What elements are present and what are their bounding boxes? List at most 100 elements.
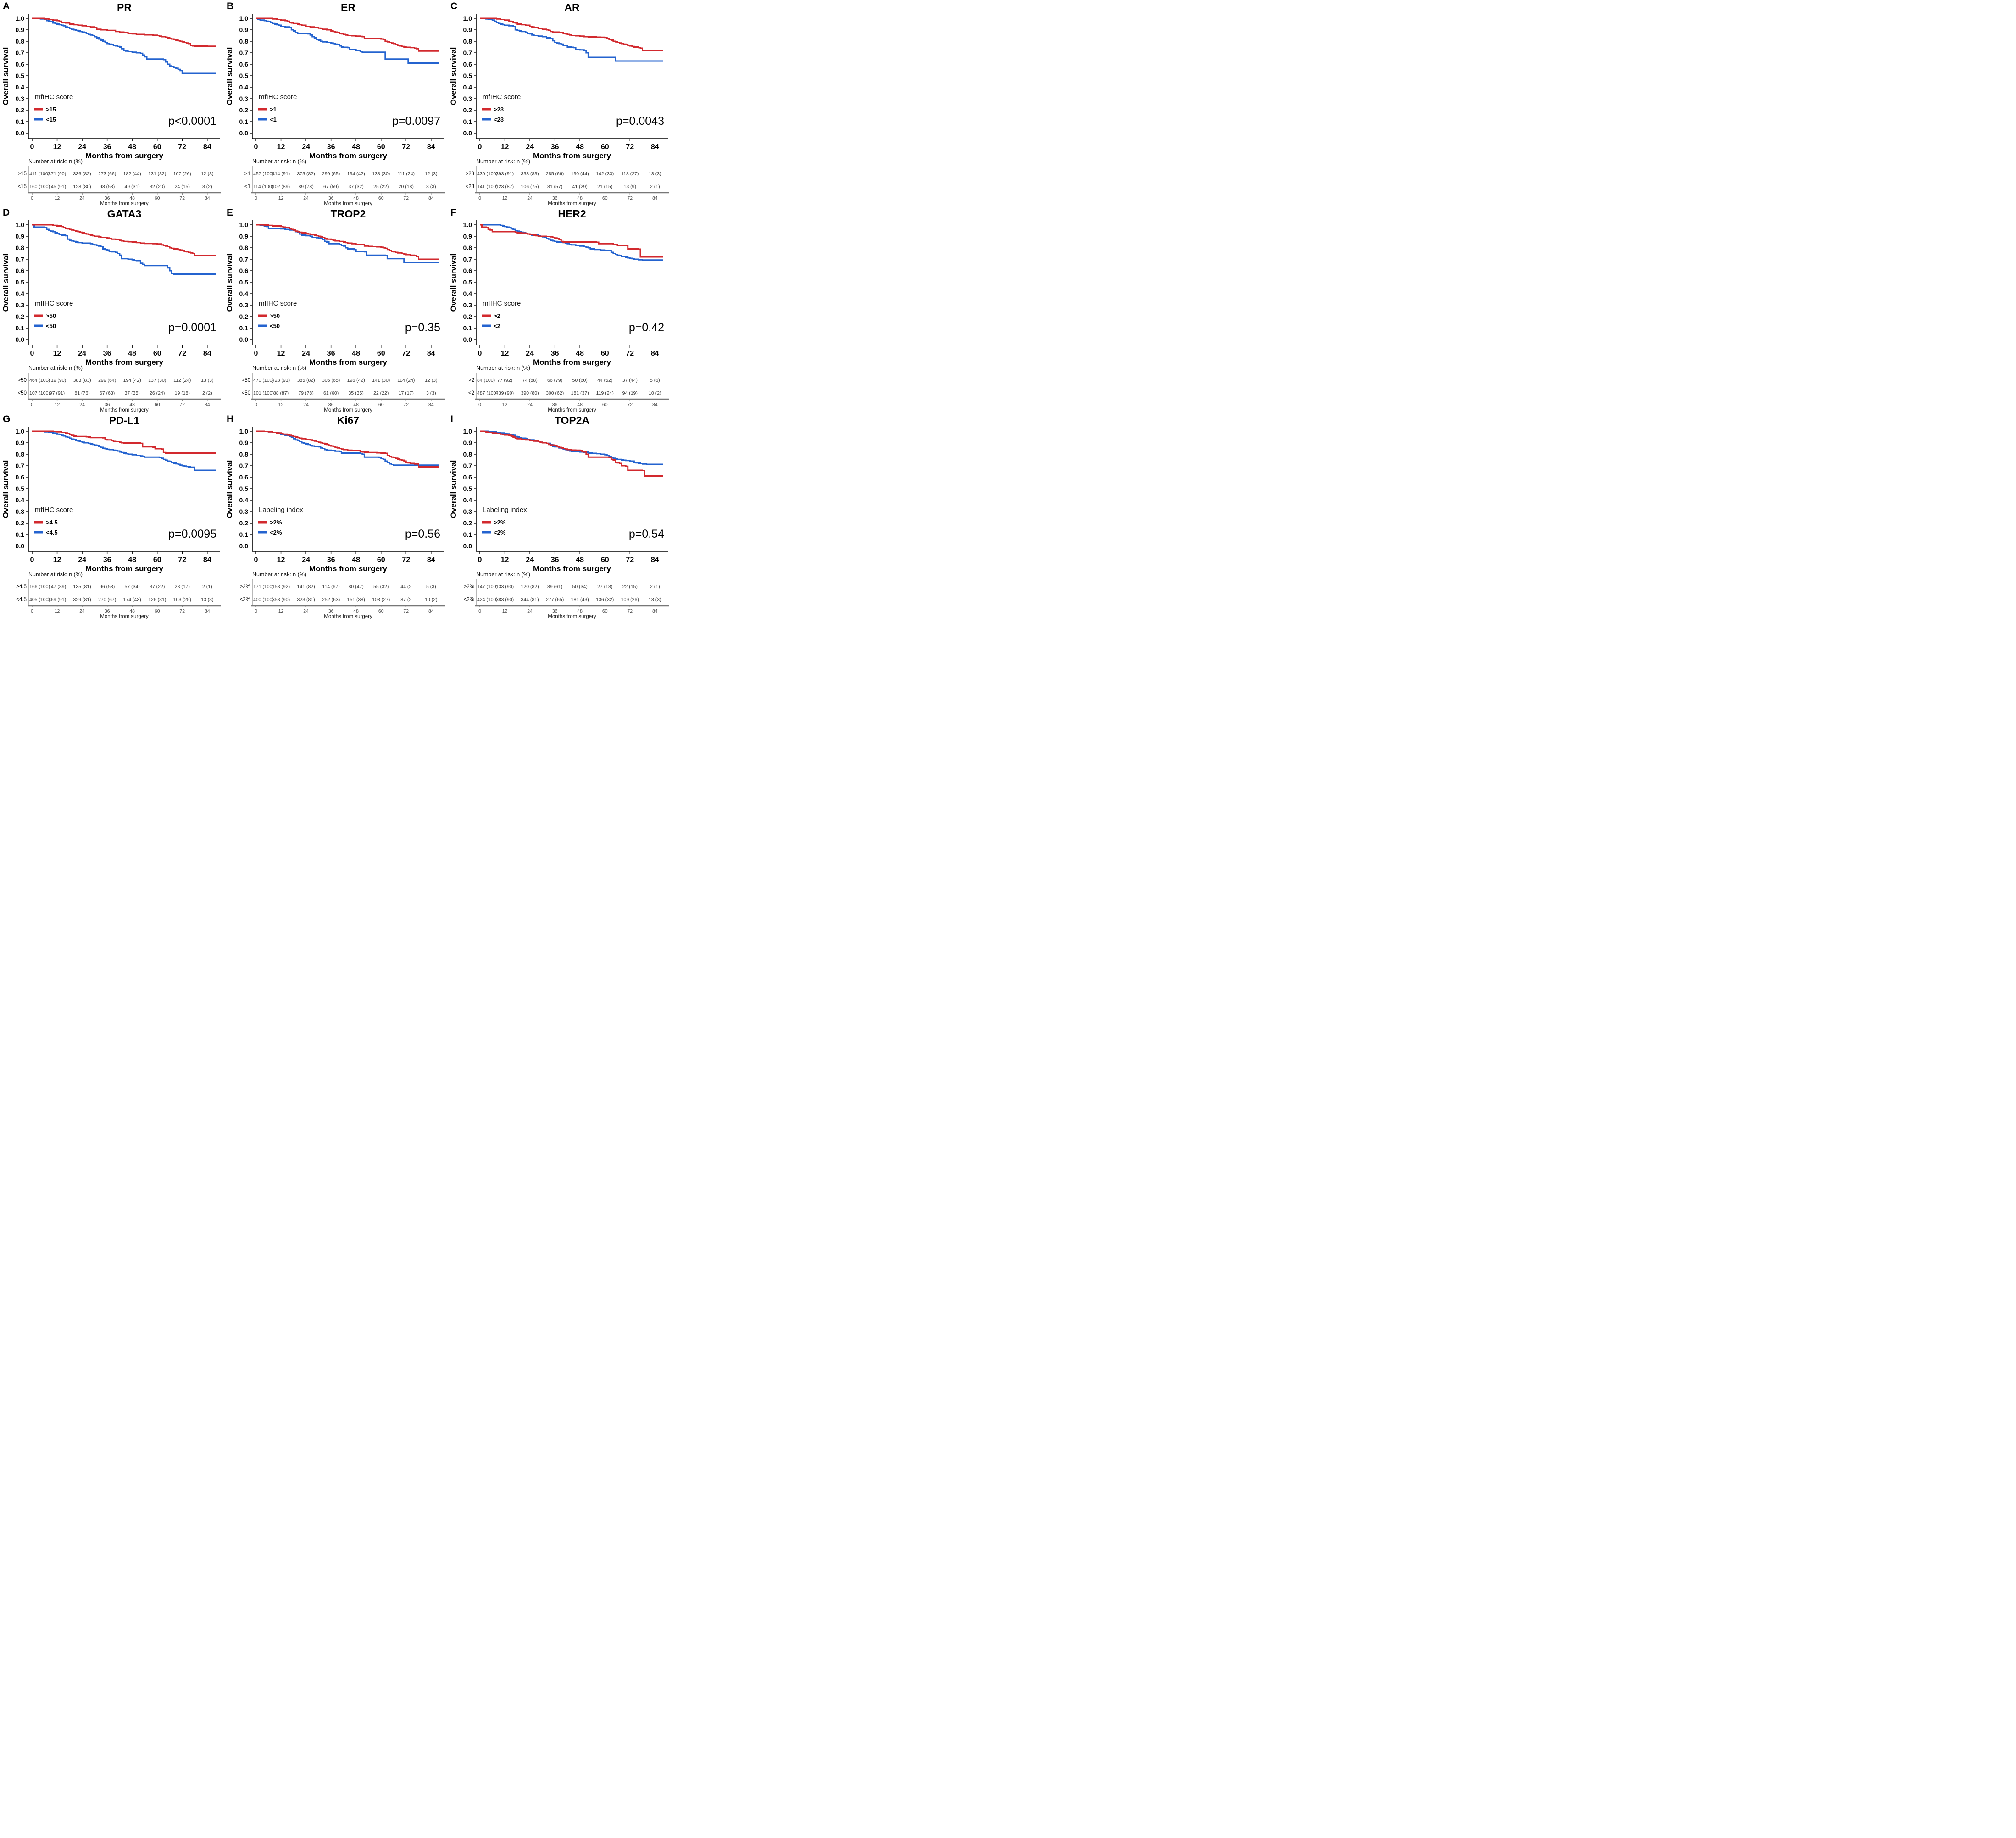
y-tick-label: 1.0	[463, 221, 472, 228]
y-tick-label: 0.1	[16, 531, 25, 538]
risk-value: 2 (1)	[650, 584, 660, 590]
x-tick-label: 36	[103, 350, 111, 357]
y-tick-label: 0.8	[16, 38, 25, 45]
legend-label: >2%	[270, 519, 282, 526]
risk-value: 97 (91)	[50, 390, 65, 396]
risk-x-tick-label: 36	[552, 402, 558, 407]
km-chart-PR: A PR 1.0 0.9 0.8 0.7 0.6 0.5 0.4 0.3 0.2 0.1 0.0 0 12 2…	[1, 1, 221, 206]
y-tick-label: 0.3	[239, 95, 249, 102]
risk-value: 390 (80)	[521, 390, 539, 396]
risk-table-header: Number at risk: n (%)	[252, 571, 306, 578]
risk-value: 131 (32)	[148, 171, 166, 177]
y-tick-label: 0.2	[16, 519, 25, 527]
panel-F: F HER2 1.0 0.9 0.8 0.7 0.6 0.5 0.4 0.3 0.2 0.1 0.0 0 1…	[448, 206, 672, 413]
y-tick-label: 0.6	[463, 267, 472, 274]
y-tick-label: 0.3	[463, 301, 472, 309]
risk-x-tick-label: 0	[31, 195, 33, 201]
risk-value: 344 (81)	[521, 597, 539, 602]
risk-x-tick-label: 48	[129, 608, 135, 614]
x-tick-label: 60	[153, 556, 161, 564]
risk-value: 27 (18)	[597, 584, 612, 590]
survival-curve-<1	[256, 17, 439, 64]
risk-x-tick-label: 36	[328, 402, 334, 407]
y-axis-label: Overall survival	[1, 460, 10, 518]
y-tick-label: 0.9	[463, 233, 472, 240]
legend-title: Labeling index	[483, 506, 527, 514]
risk-x-tick-label: 60	[602, 608, 608, 614]
risk-value: 123 (87)	[496, 184, 514, 189]
risk-value: 74 (88)	[522, 378, 537, 383]
km-chart-ER: B ER 1.0 0.9 0.8 0.7 0.6 0.5 0.4 0.3 0.2 0.1 0.0 0 12 2…	[225, 1, 445, 206]
x-tick-label: 24	[526, 143, 534, 151]
risk-value: 107 (100)	[29, 390, 50, 396]
risk-x-tick-label: 0	[255, 195, 257, 201]
x-tick-label: 60	[377, 143, 385, 151]
panel-letter: I	[450, 414, 453, 424]
risk-table-header: Number at risk: n (%)	[476, 571, 530, 578]
survival-curve->2%	[256, 430, 439, 468]
risk-x-tick-label: 84	[205, 608, 210, 614]
x-tick-label: 60	[153, 350, 161, 357]
risk-value: 329 (81)	[73, 597, 91, 602]
risk-value: 28 (17)	[175, 584, 190, 590]
km-chart-TROP2: E TROP2 1.0 0.9 0.8 0.7 0.6 0.5 0.4 0.3 0.2 0.1 0.0 0…	[225, 207, 445, 413]
risk-value: 135 (81)	[73, 584, 91, 590]
x-tick-label: 0	[30, 556, 34, 564]
x-tick-label: 60	[377, 556, 385, 564]
risk-x-tick-label: 84	[652, 402, 658, 407]
x-tick-label: 72	[626, 556, 634, 564]
x-tick-label: 72	[402, 350, 410, 357]
risk-row-label: <23	[465, 184, 474, 189]
risk-x-axis-label: Months from surgery	[324, 407, 372, 413]
legend-label: <50	[46, 323, 56, 329]
y-axis-label: Overall survival	[1, 47, 10, 106]
x-axis-label: Months from surgery	[85, 151, 164, 160]
y-tick-label: 0.9	[239, 233, 249, 240]
x-tick-label: 84	[203, 143, 211, 151]
risk-value: 114 (100)	[253, 184, 273, 189]
risk-row-label: >2	[468, 378, 474, 383]
x-tick-label: 12	[501, 350, 509, 357]
x-tick-label: 48	[352, 350, 360, 357]
x-tick-label: 72	[402, 556, 410, 564]
x-tick-label: 24	[302, 556, 310, 564]
x-tick-label: 84	[651, 556, 659, 564]
risk-x-tick-label: 48	[353, 402, 359, 407]
risk-x-tick-label: 60	[378, 402, 384, 407]
risk-row-label: >2%	[464, 584, 474, 590]
y-tick-label: 0.2	[239, 313, 249, 320]
y-tick-label: 0.2	[239, 519, 249, 527]
y-tick-label: 0.4	[16, 84, 25, 91]
x-tick-label: 12	[501, 143, 509, 151]
risk-x-axis-label: Months from surgery	[100, 201, 149, 206]
x-tick-label: 24	[78, 556, 86, 564]
risk-value: 126 (31)	[148, 597, 166, 602]
survival-curve->23	[480, 17, 663, 51]
y-tick-label: 0.5	[463, 278, 472, 286]
risk-value: 464 (100)	[29, 378, 50, 383]
legend-title: mfIHC score	[259, 300, 297, 307]
y-tick-label: 0.5	[16, 485, 25, 492]
survival-curve->2%	[480, 430, 663, 477]
y-tick-label: 0.2	[463, 519, 472, 527]
risk-value: 120 (82)	[521, 584, 539, 590]
risk-value: 13 (3)	[201, 597, 213, 602]
risk-value: 101 (100)	[253, 390, 274, 396]
risk-x-tick-label: 36	[552, 195, 558, 201]
x-tick-label: 36	[103, 143, 111, 151]
risk-value: 89 (78)	[298, 184, 313, 189]
risk-value: 93 (58)	[100, 184, 115, 189]
risk-x-axis-label: Months from surgery	[100, 614, 149, 619]
x-tick-label: 0	[30, 143, 34, 151]
x-tick-label: 84	[203, 556, 211, 564]
risk-value: 10 (2)	[425, 597, 437, 602]
risk-value: 137 (30)	[148, 378, 166, 383]
legend-label: >15	[46, 106, 56, 113]
legend-title: mfIHC score	[483, 300, 521, 307]
km-chart-AR: C AR 1.0 0.9 0.8 0.7 0.6 0.5 0.4 0.3 0.2 0.1 0.0 0 12 2…	[449, 1, 669, 206]
risk-x-tick-label: 84	[428, 195, 434, 201]
risk-value: 26 (24)	[150, 390, 165, 396]
risk-x-tick-label: 24	[79, 608, 85, 614]
risk-row-label: <2	[468, 390, 474, 396]
risk-value: 37 (44)	[622, 378, 638, 383]
